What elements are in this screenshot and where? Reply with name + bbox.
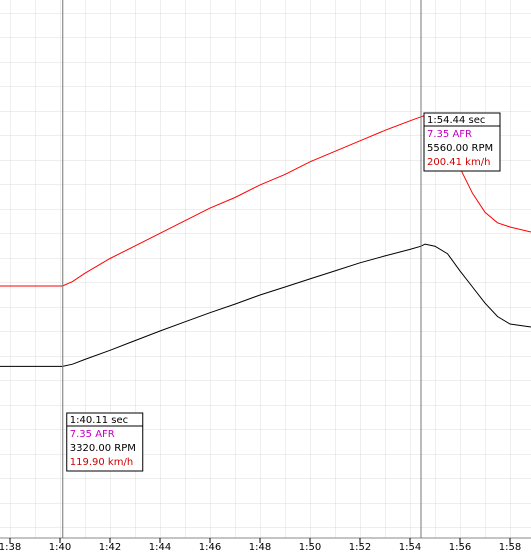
- x-tick-label: 1:54: [399, 542, 421, 553]
- tooltip-speed: 200.41 km/h: [427, 157, 490, 168]
- tooltip-afr: 7.35 AFR: [70, 429, 115, 440]
- x-tick-label: 1:56: [449, 542, 471, 553]
- x-tick-label: 1:50: [299, 542, 321, 553]
- tooltip-speed: 119.90 km/h: [70, 457, 133, 468]
- tooltip-rpm: 5560.00 RPM: [427, 143, 493, 154]
- tooltip-time: 1:54.44 sec: [427, 115, 485, 126]
- x-tick-label: 1:46: [199, 542, 221, 553]
- x-tick-label: 1:48: [249, 542, 271, 553]
- x-tick-label: 1:40: [49, 542, 71, 553]
- x-tick-label: 1:58: [499, 542, 521, 553]
- x-tick-label: 1:44: [149, 542, 171, 553]
- series-line: [0, 243, 531, 367]
- x-tick-label: 1:38: [0, 542, 21, 553]
- tooltip-box: [423, 112, 501, 172]
- tooltip-time: 1:40.11 sec: [70, 415, 128, 426]
- tooltip-box: [66, 412, 144, 472]
- series-line: [0, 113, 531, 287]
- tooltip-afr: 7.35 AFR: [427, 129, 472, 140]
- x-tick-label: 1:42: [99, 542, 121, 553]
- x-tick-label: 1:52: [349, 542, 371, 553]
- cursor-tooltip: 1:54.44 sec 7.35 AFR 5560.00 RPM 200.41 km/…: [423, 112, 501, 172]
- cursor-tooltip: 1:40.11 sec 7.35 AFR 3320.00 RPM 119.90 km/…: [66, 412, 144, 472]
- tooltip-rpm: 3320.00 RPM: [70, 443, 136, 454]
